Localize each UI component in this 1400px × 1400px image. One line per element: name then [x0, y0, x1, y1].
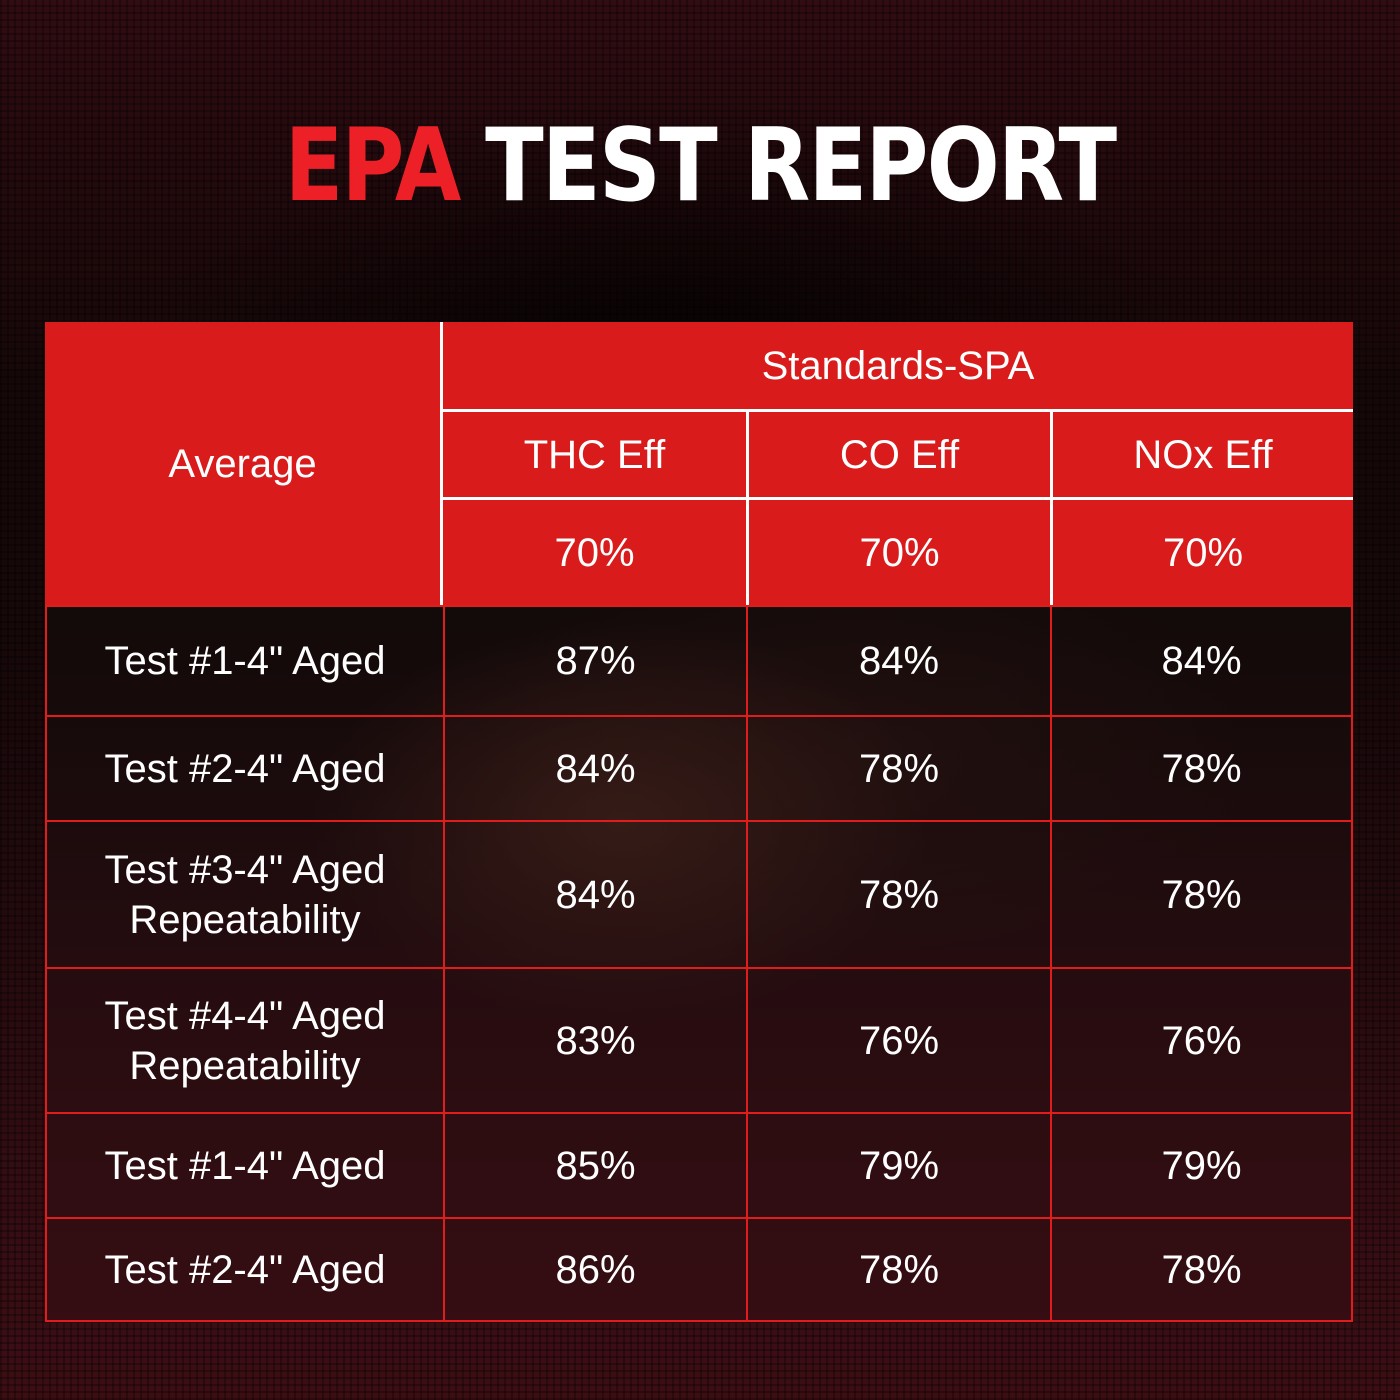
row-value-co: 78%: [746, 1217, 1050, 1322]
group-header-standards-spa: Standards-SPA: [443, 322, 1353, 412]
row-label: Test #3-4" Aged Repeatability: [45, 820, 443, 967]
row-label: Test #4-4" Aged Repeatability: [45, 967, 443, 1112]
row-value-thc: 83%: [443, 967, 746, 1112]
page-title: EPA TEST REPORT: [105, 112, 1295, 218]
row-value-thc: 87%: [443, 605, 746, 715]
row-value-thc: 84%: [443, 820, 746, 967]
row-value-co: 78%: [746, 715, 1050, 820]
standard-limit-thc: 70%: [443, 500, 746, 605]
row-value-co: 78%: [746, 820, 1050, 967]
epa-test-report-table: Average Standards-SPA THC Eff CO Eff NOx…: [45, 322, 1353, 1322]
row-label: Test #2-4" Aged: [45, 715, 443, 820]
row-value-nox: 79%: [1050, 1112, 1353, 1217]
row-value-nox: 78%: [1050, 820, 1353, 967]
row-value-thc: 84%: [443, 715, 746, 820]
column-header-nox-eff: NOx Eff: [1050, 412, 1353, 500]
row-label: Test #1-4" Aged: [45, 1112, 443, 1217]
row-value-nox: 78%: [1050, 715, 1353, 820]
standard-limit-co: 70%: [746, 500, 1050, 605]
row-value-thc: 86%: [443, 1217, 746, 1322]
row-value-thc: 85%: [443, 1112, 746, 1217]
row-value-co: 79%: [746, 1112, 1050, 1217]
title-accent-epa: EPA: [284, 106, 462, 224]
standard-limit-nox: 70%: [1050, 500, 1353, 605]
column-header-co-eff: CO Eff: [746, 412, 1050, 500]
title-text: TEST REPORT: [485, 106, 1117, 224]
column-header-thc-eff: THC Eff: [443, 412, 746, 500]
row-value-co: 76%: [746, 967, 1050, 1112]
corner-header-average: Average: [45, 322, 443, 605]
row-value-co: 84%: [746, 605, 1050, 715]
row-value-nox: 84%: [1050, 605, 1353, 715]
row-label: Test #2-4" Aged: [45, 1217, 443, 1322]
row-value-nox: 78%: [1050, 1217, 1353, 1322]
row-label: Test #1-4" Aged: [45, 605, 443, 715]
row-value-nox: 76%: [1050, 967, 1353, 1112]
